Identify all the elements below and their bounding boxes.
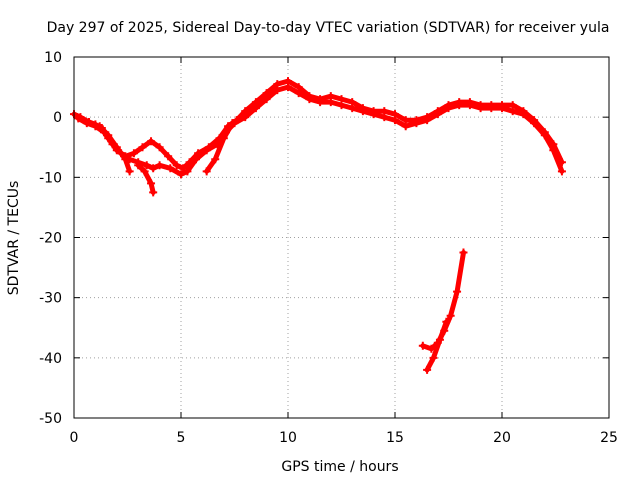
data-point (380, 113, 389, 122)
y-tick-label: -30 (39, 291, 62, 307)
data-point (202, 146, 211, 155)
data-point (423, 365, 432, 374)
data-point (442, 317, 451, 326)
data-point (487, 104, 496, 113)
data-point (358, 107, 367, 116)
data-point (326, 98, 335, 107)
data-point (273, 86, 282, 95)
y-tick-label: -40 (39, 351, 62, 367)
chart-title: Day 297 of 2025, Sidereal Day-to-day VTE… (47, 20, 610, 36)
x-tick-label: 5 (177, 430, 186, 446)
series-trace (135, 162, 156, 195)
data-point (476, 104, 485, 113)
series-track-7 (423, 317, 451, 374)
data-point (453, 287, 462, 296)
data-point (121, 155, 130, 164)
data-point (134, 161, 143, 170)
data-point (337, 101, 346, 110)
data-point (191, 155, 200, 164)
data-point (423, 116, 432, 125)
series-trace (71, 78, 565, 171)
data-point (284, 83, 292, 92)
data-point (140, 167, 149, 176)
data-point (435, 335, 444, 344)
data-point (369, 110, 378, 119)
data-point (82, 119, 91, 128)
data-point (228, 119, 237, 128)
y-tick-label: 0 (53, 110, 62, 126)
data-point (142, 161, 151, 170)
data-point (125, 167, 134, 176)
data-point (172, 161, 181, 170)
series-trace (424, 319, 449, 373)
data-point (147, 137, 156, 146)
y-tick-label: -20 (39, 231, 62, 247)
data-point (444, 104, 453, 113)
x-tick-label: 25 (600, 430, 618, 446)
y-tick-label: -50 (39, 411, 62, 427)
x-tick-label: 10 (279, 430, 297, 446)
data-point (129, 149, 138, 158)
data-point (348, 104, 357, 113)
series-track-4 (134, 161, 158, 197)
x-tick-label: 0 (70, 430, 79, 446)
x-axis-label: GPS time / hours (281, 459, 398, 475)
x-tick-label: 20 (493, 430, 511, 446)
series-track-3 (95, 122, 134, 176)
series-track-2 (74, 83, 566, 179)
y-axis-label: SDTVAR / TECUs (6, 181, 22, 296)
data-point (166, 164, 175, 173)
data-point (465, 101, 474, 110)
data-point (316, 98, 325, 107)
data-point (138, 143, 147, 152)
y-tick-label: -10 (39, 170, 62, 186)
data-point (149, 188, 158, 197)
data-point (498, 104, 506, 113)
data-point (455, 101, 464, 110)
data-point (530, 119, 539, 128)
data-point (391, 116, 399, 125)
data-point (74, 114, 83, 123)
data-point (104, 131, 113, 140)
data-point (401, 122, 410, 131)
data-point (412, 119, 421, 128)
data-point (433, 110, 442, 119)
data-point (294, 89, 303, 98)
tick-labels: 0 5 10 15 20 25 10 0 -10 -20 -30 -40 -50 (39, 50, 618, 446)
data-point (149, 164, 158, 173)
data-marks (70, 77, 566, 374)
data-point (202, 167, 211, 176)
data-point (147, 179, 156, 188)
data-point (305, 95, 314, 104)
data-point (540, 131, 549, 140)
data-point (508, 107, 517, 116)
data-point (155, 143, 164, 152)
series-trace (204, 120, 235, 174)
data-point (95, 122, 104, 131)
data-point (446, 311, 455, 320)
data-point (112, 143, 121, 152)
data-point (262, 95, 271, 104)
data-point (164, 152, 173, 161)
data-point (155, 161, 164, 170)
data-point (251, 104, 260, 113)
plot-border (73, 56, 610, 419)
x-tick-label: 15 (386, 430, 404, 446)
data-point (183, 167, 192, 176)
data-point (418, 341, 427, 350)
data-point (557, 167, 566, 176)
series-track-5 (202, 119, 237, 176)
data-point (241, 113, 250, 122)
y-tick-label: 10 (44, 50, 62, 66)
data-point (429, 353, 438, 362)
data-point (219, 134, 228, 143)
data-point (549, 146, 558, 155)
data-point (211, 155, 220, 164)
data-point (177, 170, 185, 179)
data-point (519, 110, 528, 119)
data-point (459, 248, 468, 257)
